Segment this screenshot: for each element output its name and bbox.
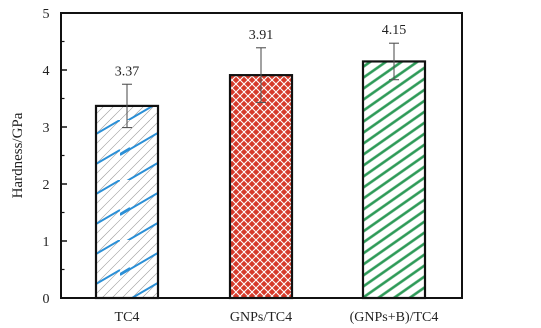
category-label-1: TC4 bbox=[115, 310, 140, 325]
bar-3 bbox=[363, 61, 425, 298]
data-label-2: 3.91 bbox=[249, 28, 274, 43]
category-label-3: (GNPs+B)/TC4 bbox=[350, 310, 439, 325]
y-tick-label-4: 4 bbox=[43, 64, 50, 79]
category-label-2: GNPs/TC4 bbox=[230, 310, 292, 325]
y-axis-title: Hardness/GPa bbox=[10, 112, 26, 198]
y-tick-label-3: 3 bbox=[43, 121, 50, 136]
bar-1 bbox=[96, 106, 158, 298]
bar-2 bbox=[230, 75, 292, 298]
data-label-1: 3.37 bbox=[115, 64, 140, 79]
y-tick-label-0: 0 bbox=[43, 292, 50, 307]
plot-area: 3.37 TC4 3.91 GNPs/TC4 4.15 (GNPs+B)/TC4 0 1 2 3 4… bbox=[10, 7, 462, 325]
y-tick-label-2: 2 bbox=[43, 178, 50, 193]
y-tick-label-1: 1 bbox=[43, 235, 50, 250]
data-label-3: 4.15 bbox=[382, 23, 407, 38]
y-tick-label-5: 5 bbox=[43, 7, 50, 22]
